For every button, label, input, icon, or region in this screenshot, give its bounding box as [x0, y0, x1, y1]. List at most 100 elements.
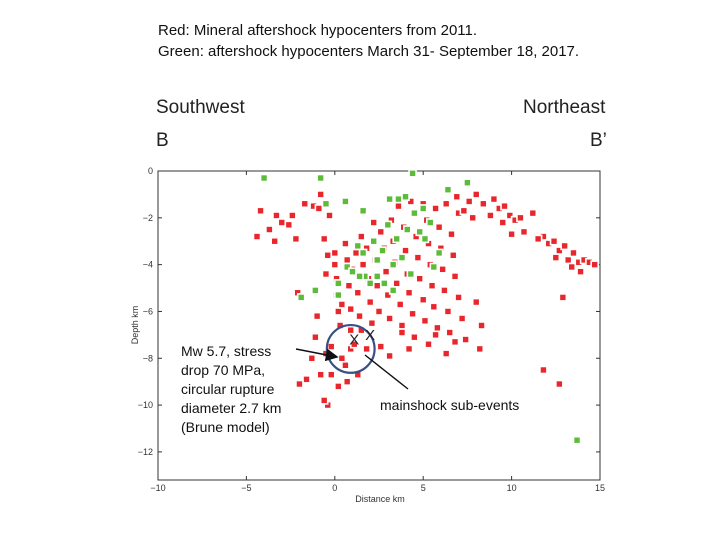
aftershock-2011-point [341, 360, 350, 370]
y-tick-label: −4 [143, 260, 153, 270]
aftershock-2017-point [259, 173, 269, 183]
aftershock-2017-point [353, 241, 363, 251]
aftershock-2011-point [385, 314, 394, 323]
aftershock-2011-point [355, 311, 364, 321]
aftershock-2011-point [404, 288, 414, 298]
mainshock-note-line: diameter 2.7 km [181, 400, 282, 416]
aftershock-2011-point [567, 262, 577, 272]
aftershock-2011-point [295, 379, 304, 389]
aftershock-2011-point [441, 199, 451, 209]
aftershock-2017-point [378, 246, 387, 255]
aftershock-2011-point [252, 232, 262, 241]
aftershock-2011-point [427, 281, 437, 291]
aftershock-2017-point [463, 178, 472, 188]
aftershock-2011-point [395, 300, 405, 309]
aftershock-2011-point [457, 314, 467, 323]
aftershock-2011-point [569, 248, 578, 258]
mainshock-note-line: Mw 5.7, stress [181, 343, 272, 359]
aftershock-2011-point [277, 218, 287, 227]
aftershock-2017-point [415, 227, 424, 237]
aftershock-2011-point [438, 265, 447, 274]
aftershock-2011-point [528, 208, 538, 218]
aftershock-2017-point [443, 185, 453, 195]
aftershock-2011-point [558, 293, 568, 302]
aftershock-2011-point [312, 311, 322, 321]
x-tick-label: 0 [332, 483, 337, 493]
aftershock-2017-point [425, 218, 435, 227]
aftershock-2011-point [560, 241, 569, 251]
aftershock-2011-point [479, 199, 488, 209]
aftershock-2011-point [555, 379, 564, 389]
mainshock-note: Mw 5.7, stress drop 70 MPa, circular rup… [181, 342, 281, 437]
mainshock-note-line: (Brune model) [181, 419, 270, 435]
y-axis-label: Depth km [130, 306, 140, 345]
aftershock-2011-point [420, 316, 430, 326]
aftershock-2011-point [337, 353, 347, 363]
aftershock-2011-point [341, 239, 350, 248]
aftershock-2011-point [307, 353, 317, 363]
y-tick-label: −6 [143, 306, 153, 316]
aftershock-2011-point [433, 323, 442, 333]
aftershock-2011-point [265, 225, 274, 234]
mainshock-arrow [295, 348, 339, 362]
aftershock-2011-point [311, 332, 320, 342]
aftershock-2017-point [401, 192, 410, 202]
aftershock-2011-point [385, 351, 394, 361]
aftershock-2011-point [448, 250, 458, 260]
aftershock-2017-point [388, 260, 398, 269]
aftershock-2017-point [392, 234, 401, 244]
caption-line-red: Red: Mineral aftershock hypocenters from… [158, 22, 478, 39]
aftershock-2011-point [410, 332, 419, 342]
series-green-2017 [259, 169, 582, 445]
aftershock-2017-point [402, 225, 412, 234]
aftershock-2011-point [533, 234, 543, 244]
aftershock-2011-point [346, 325, 356, 335]
aftershock-2011-point [291, 234, 301, 244]
aftershock-2011-point [342, 377, 352, 386]
aftershock-2011-point [450, 272, 460, 281]
aftershock-2011-point [401, 246, 410, 255]
aftershock-2011-point [447, 229, 456, 239]
aftershock-2011-point [431, 330, 440, 340]
aftershock-2011-point [300, 199, 310, 209]
aftershock-2017-point [296, 293, 306, 302]
aftershock-2017-point [369, 236, 378, 246]
aftershock-2011-point [454, 293, 463, 302]
aftershock-2011-point [489, 194, 499, 204]
x-axis-label: Distance km [355, 494, 405, 504]
aftershock-2011-point [418, 295, 428, 305]
aftershock-2011-point [539, 365, 548, 375]
aftershock-2011-point [468, 213, 478, 223]
aftershock-2011-point [477, 321, 486, 330]
aftershock-2011-point [505, 211, 515, 220]
aftershock-2011-point [475, 344, 485, 354]
aftershock-2011-point [424, 339, 433, 349]
aftershock-2011-point [576, 267, 585, 276]
aftershock-2011-point [404, 344, 414, 354]
aftershock-2011-point [353, 288, 363, 298]
aftershock-2011-point [551, 253, 561, 262]
aftershock-2017-point [341, 197, 350, 206]
aftershock-2011-point [429, 302, 439, 312]
aftershock-2011-point [413, 253, 423, 262]
aftershock-2011-point [415, 274, 424, 283]
aftershock-2017-point [358, 206, 368, 216]
aftershock-2011-point [330, 260, 340, 269]
aftershock-2011-point [461, 335, 470, 344]
aftershock-2011-point [397, 321, 407, 330]
aftershock-2011-point [381, 267, 391, 276]
aftershock-2011-point [434, 222, 444, 232]
aftershock-2011-point [319, 234, 329, 244]
aftershock-2011-point [452, 192, 462, 202]
x-tick-label: 15 [595, 483, 605, 493]
aftershock-2017-point [397, 253, 407, 262]
aftershock-2017-point [572, 435, 582, 445]
aftershock-2011-point [519, 227, 529, 237]
aftershock-2017-point [420, 234, 430, 244]
aftershock-2011-point [362, 344, 371, 354]
aftershock-2011-point [330, 248, 340, 258]
aftershock-2011-point [392, 279, 401, 288]
aftershock-2011-point [272, 211, 281, 220]
aftershock-2011-point [450, 337, 460, 347]
